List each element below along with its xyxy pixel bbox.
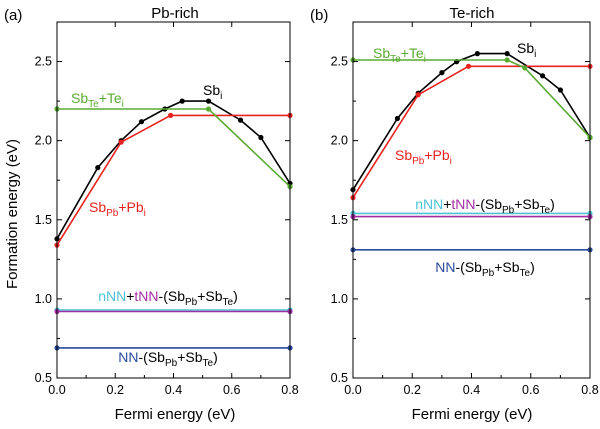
panel-b: (b) Te-rich Fermi energy (eV) 0.0 0.2 0.4 0…: [310, 5, 599, 423]
panel-a-series-sbpb_pbi-point: [118, 139, 124, 145]
panel-b-x-axis-title: Fermi energy (eV): [412, 406, 533, 423]
panel-a-y-tick-label: 1.0: [35, 292, 52, 306]
panel-a-series-sbpb_pbi-point: [168, 112, 174, 118]
panel-b-series-sbpb_pbi-point: [415, 92, 421, 98]
panel-a-y-tick-label: 1.5: [35, 213, 52, 227]
panel-a-series-sbi-point: [95, 165, 101, 171]
panel-a-y-tick-label: 2.5: [35, 55, 52, 69]
panel-b-series-sbte_tei-line: [353, 59, 591, 139]
panel-b-series-sbi-point: [540, 73, 546, 79]
panel-b-series-sbte_tei-point: [504, 57, 510, 63]
panel-b-x-tick-label: 0.2: [404, 383, 421, 397]
panel-b-series-sbte_tei-point: [522, 65, 528, 71]
panel-b-series-sbpb_pbi-point: [465, 63, 472, 69]
panel-b-annotation-sbpb-pbi: SbPb+Pbi: [395, 147, 452, 167]
panel-a-series-sbi-point: [205, 98, 212, 104]
panel-a-series-sbte_tei-line: [57, 108, 291, 188]
y-axis-title: Formation energy (eV): [4, 139, 21, 289]
panel-a-x-tick-label: 0.0: [48, 383, 65, 397]
panel-a-x-axis-title: Fermi energy (eV): [115, 406, 236, 423]
panel-b-annotation-nnn-tnn: nNN+tNN-(SbPb+SbTe): [415, 196, 555, 216]
panel-a-series-sbi-point: [258, 134, 264, 141]
panel-a-plot: 0.0 0.2 0.4 0.6 0.8 0.5 1.0 1.5 2.0 2.5 SbTe+Tei Sb…: [35, 21, 299, 397]
panel-a-series-sbpb_pbi-line: [56, 114, 290, 246]
panel-a-series-sbi-point: [179, 98, 185, 104]
panel-a-series-sbte_tei-point: [205, 106, 212, 112]
panel-a-title: Pb-rich: [151, 5, 199, 22]
panel-b-annotation-nn: NN-(SbPb+SbTe): [435, 259, 534, 279]
panel-a: (a) Pb-rich Fermi energy (eV) 0.0 0.2 0.4 0…: [4, 5, 299, 423]
panel-a-series-sbi-point: [138, 119, 145, 125]
panel-a-series-sbi-point: [237, 117, 244, 123]
panel-a-x-tick-label: 0.4: [165, 383, 182, 397]
panel-b-x-tick-label: 0.8: [581, 383, 598, 397]
panel-b-annotation-sbte-tei: SbTe+Tei: [373, 45, 426, 65]
panel-a-y-tick-label: 2.0: [35, 134, 52, 148]
panel-a-annotation-sbpb-pbi: SbPb+Pbi: [89, 199, 146, 219]
panel-b-x-tick-label: 0.6: [522, 383, 539, 397]
panel-a-annotation-nnn-tnn: nNN+tNN-(SbPb+SbTe): [98, 288, 238, 308]
panel-b-y-tick-label: 0.5: [331, 371, 348, 385]
panel-a-x-tick-label: 0.8: [281, 383, 298, 397]
panel-a-series-sbi-line: [56, 100, 291, 240]
panel-b-series-sbi-point: [557, 87, 564, 93]
panel-b-series-sbi-point: [474, 51, 480, 57]
panel-a-annotation-nn: NN-(SbPb+SbTe): [118, 349, 217, 369]
panel-b-x-tick-label: 0.4: [463, 383, 480, 397]
panel-b-y-tick-label: 2.0: [331, 134, 348, 148]
panel-b-series-sbi-point: [504, 51, 510, 57]
panel-b-y-tick-label: 1.5: [331, 213, 348, 227]
panel-b-series-sbi-line: [352, 52, 591, 191]
panel-b-series-sbpb_pbi-line: [352, 65, 590, 199]
panel-a-label: (a): [4, 7, 22, 24]
panel-b-y-tick-label: 1.0: [331, 292, 348, 306]
panel-a-annotation-sbte-tei: SbTe+Tei: [71, 90, 124, 110]
panel-b-plot: 0.0 0.2 0.4 0.6 0.8 0.5 1.0 1.5 2.0 2.5 SbTe+Tei Sb…: [331, 21, 599, 397]
panel-a-x-tick-label: 0.2: [107, 383, 124, 397]
panel-a-annotation-sbi: Sbi: [203, 82, 222, 102]
panel-b-x-tick-label: 0.0: [344, 383, 361, 397]
panel-b-annotation-sbi: Sbi: [517, 40, 536, 60]
panel-b-y-tick-label: 2.5: [331, 55, 348, 69]
panel-b-series-sbi-point: [439, 70, 445, 76]
panel-b-title: Te-rich: [449, 5, 494, 22]
panel-a-y-tick-label: 0.5: [35, 371, 52, 385]
panel-a-x-tick-label: 0.6: [223, 383, 240, 397]
panel-b-label: (b): [310, 7, 328, 24]
panel-b-series-sbi-point: [394, 115, 400, 122]
